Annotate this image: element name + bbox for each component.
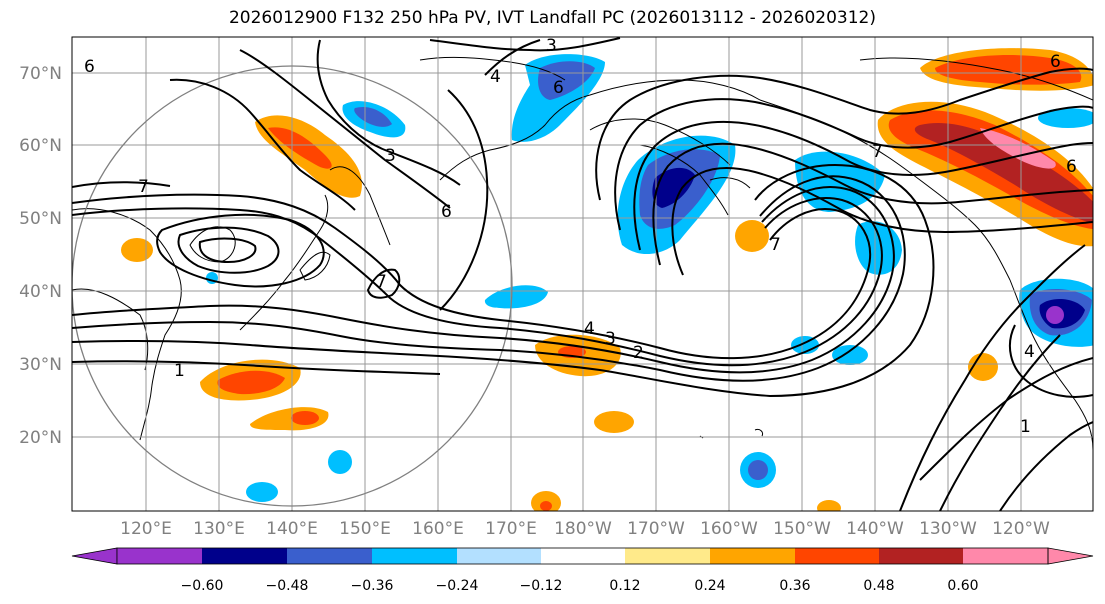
colorbar-tick-label: −0.48 bbox=[266, 578, 309, 594]
contour-label: 7 bbox=[872, 142, 883, 162]
colorbar-low-extend bbox=[71, 547, 118, 565]
contour-label: 1 bbox=[174, 361, 185, 381]
lon-tick-label: 120°E bbox=[120, 519, 172, 539]
contour-label: 4 bbox=[584, 319, 595, 339]
lon-tick-label: 150°W bbox=[773, 519, 831, 539]
contour-label: 7 bbox=[770, 235, 781, 255]
lat-tick-label: 50°N bbox=[19, 209, 62, 229]
lon-tick-label: 180°W bbox=[554, 519, 612, 539]
lon-tick-label: 140°E bbox=[266, 519, 318, 539]
contour-label: 2 bbox=[633, 343, 644, 363]
contour-label: 6 bbox=[553, 78, 564, 98]
colorbar-segment bbox=[372, 548, 457, 564]
contour-label: 6 bbox=[1066, 157, 1077, 177]
colorbar-tick-label: −0.24 bbox=[436, 578, 479, 594]
colorbar-tick-label: −0.60 bbox=[181, 578, 224, 594]
colorbar-tick-label: 0.24 bbox=[694, 578, 725, 594]
colorbar-high-extend bbox=[1047, 547, 1094, 565]
colorbar-segment bbox=[202, 548, 287, 564]
colorbar-segment bbox=[457, 548, 541, 564]
colorbar-segment bbox=[625, 548, 710, 564]
map-panel: 3 6 4 6 7 3 6 7 1 2 3 4 7 6 7 6 4 1 bbox=[72, 36, 1093, 511]
map-title: 2026012900 F132 250 hPa PV, IVT Landfall… bbox=[228, 8, 876, 28]
contour-label: 3 bbox=[385, 146, 396, 166]
contour-label: 4 bbox=[490, 67, 501, 87]
lat-tick-label: 40°N bbox=[19, 282, 62, 302]
contour-label: 3 bbox=[605, 329, 616, 349]
colorbar-segment bbox=[795, 548, 879, 564]
lat-tick-label: 60°N bbox=[19, 136, 62, 156]
contour-label: 3 bbox=[546, 36, 557, 56]
colorbar-segment bbox=[117, 548, 202, 564]
lon-tick-label: 130°E bbox=[193, 519, 245, 539]
lon-tick-label: 120°W bbox=[992, 519, 1050, 539]
colorbar: −0.60 −0.48 −0.36 −0.24 −0.12 0.12 0.24 … bbox=[71, 547, 1094, 594]
colorbar-tick-label: 0.48 bbox=[863, 578, 894, 594]
contour-label: 6 bbox=[84, 57, 95, 77]
colorbar-tick-label: 0.36 bbox=[779, 578, 810, 594]
graticule bbox=[72, 37, 1093, 511]
lat-tick-label: 20°N bbox=[19, 428, 62, 448]
lon-tick-label: 140°W bbox=[846, 519, 904, 539]
lon-tick-label: 170°E bbox=[485, 519, 537, 539]
latitude-labels: 70°N 60°N 50°N 40°N 30°N 20°N bbox=[19, 64, 62, 448]
colorbar-tick-label: 0.60 bbox=[947, 578, 978, 594]
contour-label: 4 bbox=[1024, 342, 1035, 362]
lat-tick-label: 30°N bbox=[19, 355, 62, 375]
lon-tick-label: 170°W bbox=[627, 519, 685, 539]
pv-contours bbox=[72, 37, 1093, 511]
range-circle bbox=[72, 65, 513, 507]
contour-label: 7 bbox=[376, 272, 387, 292]
longitude-labels: 120°E 130°E 140°E 150°E 160°E 170°E 180°… bbox=[120, 519, 1050, 539]
lon-tick-label: 130°W bbox=[919, 519, 977, 539]
colorbar-segment bbox=[710, 548, 795, 564]
contour-labels: 3 6 4 6 7 3 6 7 1 2 3 4 7 6 7 6 4 1 bbox=[84, 36, 1077, 437]
lon-tick-label: 160°E bbox=[412, 519, 464, 539]
lon-tick-label: 150°E bbox=[339, 519, 391, 539]
map-frame bbox=[71, 36, 1094, 512]
colorbar-tick-label: −0.12 bbox=[520, 578, 563, 594]
contour-label: 1 bbox=[1020, 417, 1031, 437]
colorbar-segment bbox=[287, 548, 372, 564]
colorbar-segment bbox=[541, 548, 625, 564]
colorbar-ticks: −0.60 −0.48 −0.36 −0.24 −0.12 0.12 0.24 … bbox=[181, 578, 979, 594]
colorbar-segment bbox=[963, 548, 1048, 564]
contour-label: 6 bbox=[441, 202, 452, 222]
lon-tick-label: 160°W bbox=[700, 519, 758, 539]
colorbar-segment bbox=[879, 548, 963, 564]
lat-tick-label: 70°N bbox=[19, 64, 62, 84]
contour-label: 6 bbox=[1050, 52, 1061, 72]
colorbar-tick-label: 0.12 bbox=[609, 578, 640, 594]
contour-label: 7 bbox=[138, 177, 149, 197]
colorbar-tick-label: −0.36 bbox=[351, 578, 394, 594]
